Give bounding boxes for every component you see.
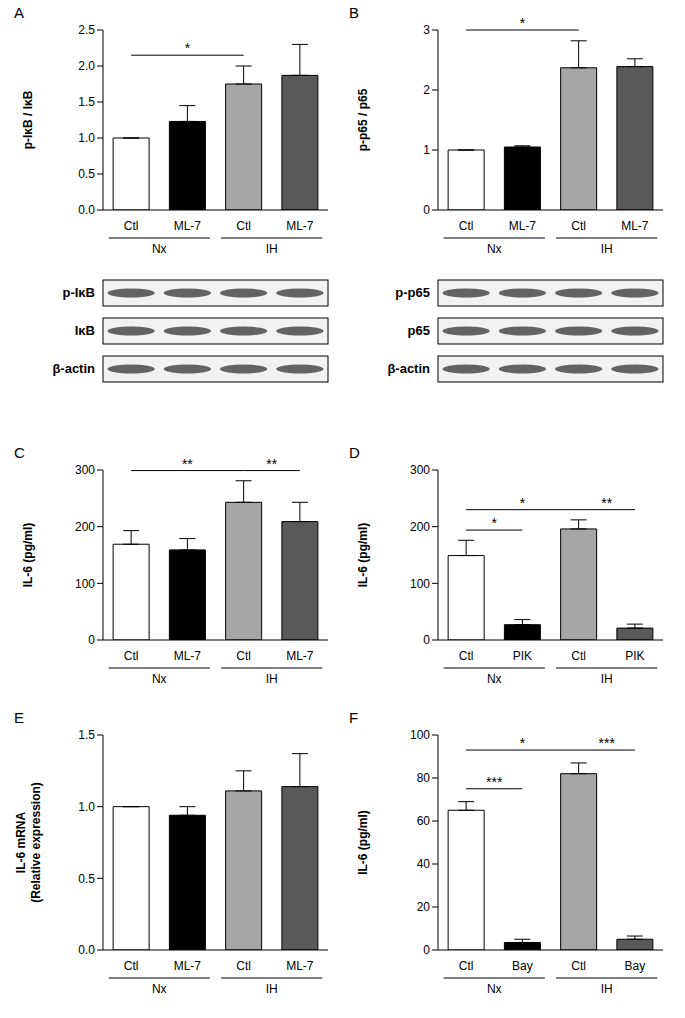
svg-text:*: * — [520, 15, 526, 31]
svg-text:1.5: 1.5 — [78, 728, 95, 742]
svg-text:D: D — [349, 444, 360, 461]
svg-text:IH: IH — [266, 982, 278, 996]
svg-text:IH: IH — [601, 242, 613, 256]
svg-text:Ctl: Ctl — [236, 959, 251, 973]
svg-text:0: 0 — [423, 943, 430, 957]
svg-text:B: B — [349, 4, 359, 21]
svg-text:Ctl: Ctl — [571, 649, 586, 663]
svg-text:IL-6 mRNA: IL-6 mRNA — [14, 812, 28, 874]
svg-text:Nx: Nx — [487, 672, 502, 686]
svg-text:ML-7: ML-7 — [286, 959, 314, 973]
svg-text:PIK: PIK — [513, 649, 532, 663]
svg-text:0.0: 0.0 — [78, 943, 95, 957]
svg-text:IH: IH — [601, 672, 613, 686]
svg-text:IH: IH — [266, 672, 278, 686]
svg-text:*: * — [492, 515, 498, 531]
svg-text:ML-7: ML-7 — [286, 219, 314, 233]
svg-text:2: 2 — [423, 83, 430, 97]
svg-text:20: 20 — [417, 900, 431, 914]
svg-text:1.5: 1.5 — [78, 95, 95, 109]
svg-text:300: 300 — [410, 463, 430, 477]
svg-text:*: * — [185, 40, 191, 56]
svg-text:IH: IH — [266, 242, 278, 256]
svg-text:p-p65 / p65: p-p65 / p65 — [356, 88, 370, 151]
svg-text:IL-6 (pg/ml): IL-6 (pg/ml) — [21, 523, 35, 588]
svg-text:1.0: 1.0 — [78, 131, 95, 145]
svg-text:100: 100 — [75, 577, 95, 591]
svg-text:0: 0 — [423, 633, 430, 647]
svg-text:Ctl: Ctl — [124, 649, 139, 663]
svg-text:*: * — [520, 735, 526, 751]
svg-text:Bay: Bay — [512, 959, 533, 973]
svg-text:p-p65: p-p65 — [395, 285, 430, 300]
svg-text:IL-6 (pg/ml): IL-6 (pg/ml) — [356, 810, 370, 875]
svg-text:80: 80 — [417, 771, 431, 785]
svg-text:A: A — [14, 4, 24, 21]
svg-text:ML-7: ML-7 — [509, 219, 537, 233]
svg-text:100: 100 — [410, 577, 430, 591]
svg-text:200: 200 — [75, 520, 95, 534]
svg-text:ML-7: ML-7 — [174, 219, 202, 233]
svg-text:IκB: IκB — [75, 323, 95, 338]
svg-text:2.0: 2.0 — [78, 59, 95, 73]
svg-text:PIK: PIK — [625, 649, 644, 663]
svg-text:Ctl: Ctl — [571, 959, 586, 973]
svg-text:Ctl: Ctl — [236, 649, 251, 663]
svg-text:IH: IH — [601, 982, 613, 996]
svg-text:β-actin: β-actin — [52, 361, 95, 376]
svg-text:F: F — [349, 709, 358, 726]
svg-text:Bay: Bay — [625, 959, 646, 973]
svg-text:Ctl: Ctl — [124, 959, 139, 973]
svg-text:40: 40 — [417, 857, 431, 871]
svg-text:**: ** — [182, 456, 193, 472]
svg-text:3: 3 — [423, 23, 430, 37]
svg-text:60: 60 — [417, 814, 431, 828]
svg-text:β-actin: β-actin — [387, 361, 430, 376]
svg-text:Nx: Nx — [487, 982, 502, 996]
svg-text:***: *** — [599, 735, 616, 751]
svg-text:0.0: 0.0 — [78, 203, 95, 217]
svg-text:1: 1 — [423, 143, 430, 157]
svg-text:Nx: Nx — [152, 982, 167, 996]
svg-text:**: ** — [266, 456, 277, 472]
svg-text:0.5: 0.5 — [78, 167, 95, 181]
svg-text:ML-7: ML-7 — [174, 649, 202, 663]
svg-text:IL-6 (pg/ml): IL-6 (pg/ml) — [356, 523, 370, 588]
svg-text:***: *** — [486, 774, 503, 790]
svg-text:300: 300 — [75, 463, 95, 477]
svg-text:p65: p65 — [408, 323, 430, 338]
svg-text:2.5: 2.5 — [78, 23, 95, 37]
svg-text:ML-7: ML-7 — [174, 959, 202, 973]
svg-text:*: * — [520, 495, 526, 511]
svg-text:**: ** — [601, 495, 612, 511]
svg-text:0: 0 — [88, 633, 95, 647]
svg-text:Nx: Nx — [152, 242, 167, 256]
svg-text:Ctl: Ctl — [459, 219, 474, 233]
svg-text:E: E — [14, 709, 24, 726]
svg-text:200: 200 — [410, 520, 430, 534]
svg-text:C: C — [14, 444, 25, 461]
svg-text:Ctl: Ctl — [236, 219, 251, 233]
svg-text:p-IκB / IκB: p-IκB / IκB — [21, 90, 35, 149]
svg-text:Ctl: Ctl — [459, 649, 474, 663]
svg-text:p-IκB: p-IκB — [62, 285, 95, 300]
svg-text:Nx: Nx — [487, 242, 502, 256]
svg-text:100: 100 — [410, 728, 430, 742]
svg-text:Ctl: Ctl — [571, 219, 586, 233]
svg-text:ML-7: ML-7 — [621, 219, 649, 233]
svg-text:0.5: 0.5 — [78, 872, 95, 886]
svg-text:1.0: 1.0 — [78, 800, 95, 814]
svg-text:(Relative expression): (Relative expression) — [29, 782, 43, 903]
svg-text:ML-7: ML-7 — [286, 649, 314, 663]
svg-text:Ctl: Ctl — [124, 219, 139, 233]
svg-text:Nx: Nx — [152, 672, 167, 686]
svg-text:0: 0 — [423, 203, 430, 217]
svg-text:Ctl: Ctl — [459, 959, 474, 973]
